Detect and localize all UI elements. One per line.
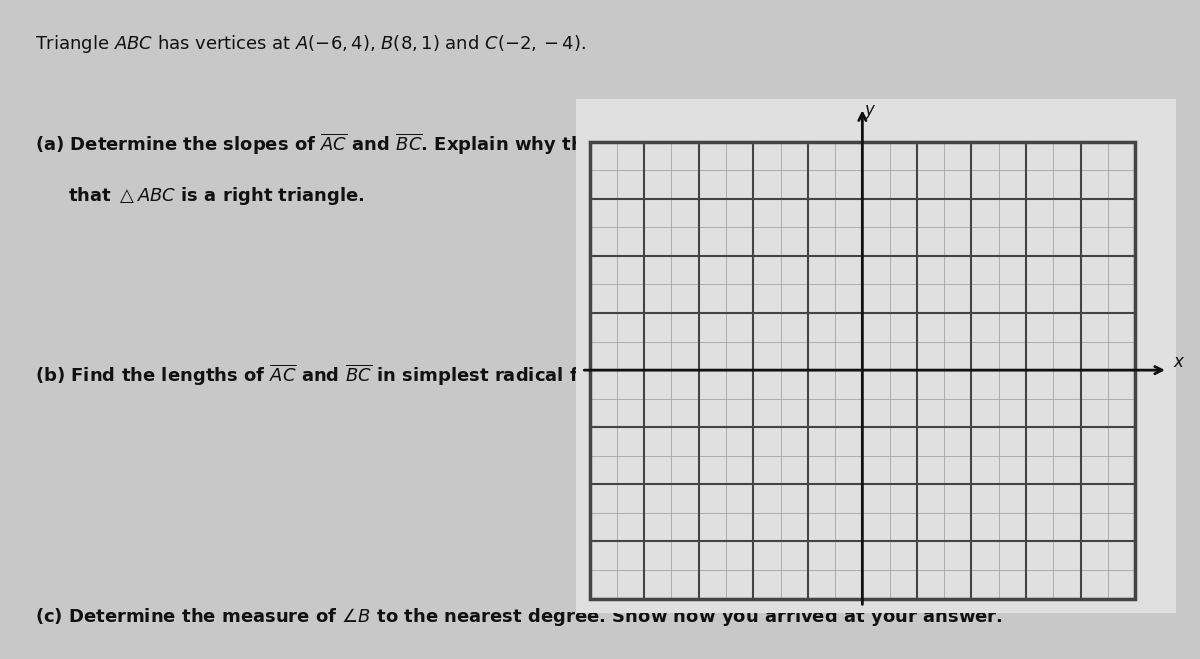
- Text: $x$: $x$: [1174, 353, 1186, 370]
- Text: $y$: $y$: [864, 103, 877, 121]
- Text: that $\triangle ABC$ is a right triangle.: that $\triangle ABC$ is a right triangle…: [68, 185, 365, 206]
- Text: (b) Find the lengths of $\overline{AC}$ and $\overline{BC}$ in simplest radical : (b) Find the lengths of $\overline{AC}$ …: [35, 362, 624, 388]
- Text: (a) Determine the slopes of $\overline{AC}$ and $\overline{BC}$. Explain why thi: (a) Determine the slopes of $\overline{A…: [35, 132, 670, 158]
- Bar: [589, 142, 1135, 598]
- Text: (c) Determine the measure of $\angle B$ to the nearest degree. Show how you arri: (c) Determine the measure of $\angle B$ …: [35, 606, 1002, 628]
- Bar: [589, 142, 1135, 598]
- Text: Triangle $ABC$ has vertices at $A(-6, 4)$, $B(8, 1)$ and $C(-2, -4)$.: Triangle $ABC$ has vertices at $A(-6, 4)…: [35, 33, 586, 55]
